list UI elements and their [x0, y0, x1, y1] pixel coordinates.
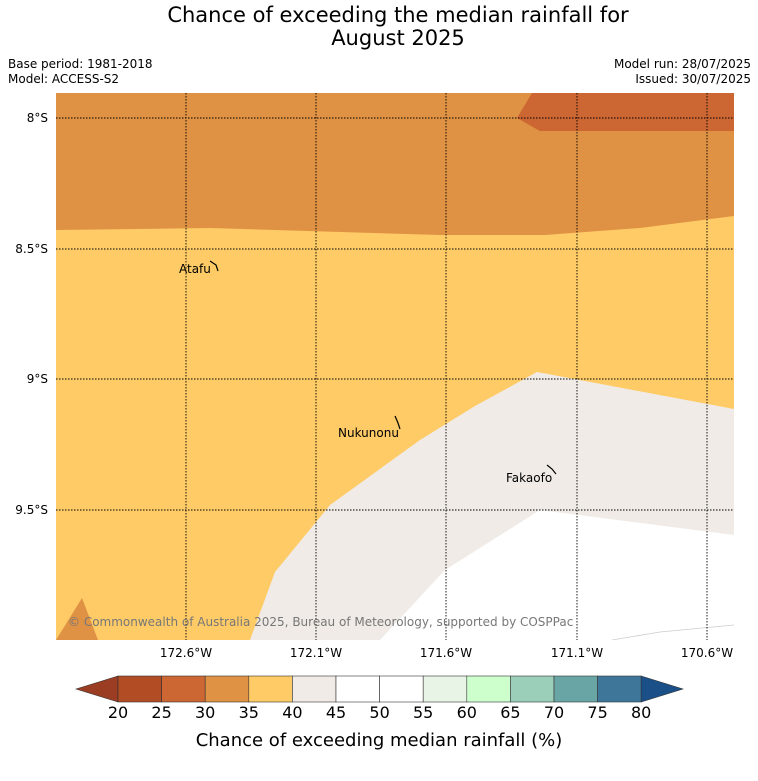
meta-right: Model run: 28/07/2025 Issued: 30/07/2025 [614, 57, 751, 87]
lon-label-170-6w: 170.6°W [680, 646, 734, 660]
region-25-30 [517, 93, 734, 131]
colorbar-tick-45: 45 [325, 703, 347, 722]
colorbar-bin-55-60 [422, 675, 468, 703]
place-label-fakaofo: Fakaofo [506, 471, 552, 485]
colorbar-bin-20-25 [117, 675, 162, 703]
colorbar-extend-low [74, 675, 119, 703]
lat-label-9s: 9°S [26, 372, 48, 386]
copyright-text: © Commonwealth of Australia 2025, Bureau… [68, 615, 573, 629]
colorbar-bin-65-70 [510, 675, 555, 703]
colorbar-label: Chance of exceeding median rainfall (%) [195, 730, 563, 751]
issued-date: Issued: 30/07/2025 [635, 72, 751, 86]
colorbar-tick-20: 20 [107, 703, 129, 722]
colorbar-tick-35: 35 [238, 703, 259, 722]
lat-label-8-5s: 8.5°S [15, 242, 48, 256]
model-run: Model run: 28/07/2025 [613, 57, 751, 71]
place-label-nukunonu: Nukunonu [338, 426, 399, 440]
lat-label-8s: 8°S [26, 111, 48, 125]
colorbar-tick-75: 75 [587, 703, 608, 722]
base-period: Base period: 1981-2018 [8, 57, 153, 71]
nukunonu-atoll [394, 415, 401, 430]
colorbar-tick-80: 80 [631, 703, 652, 722]
colorbar-tick-60: 60 [456, 703, 477, 722]
meta-left: Base period: 1981-2018 Model: ACCESS-S2 [8, 57, 153, 87]
atafu-atoll [209, 260, 219, 272]
colorbar-tick-50: 50 [369, 703, 390, 722]
colorbar-extend-high [640, 675, 685, 703]
region-30-35-corner [56, 598, 98, 640]
lon-label-172-6w: 172.6°W [159, 646, 213, 660]
colorbar-bin-50-55 [379, 675, 424, 703]
map-area: Atafu Nukunonu Fakaofo © Commonwealth of… [56, 93, 734, 640]
colorbar-tick-70: 70 [543, 703, 565, 722]
colorbar-bin-45-50 [335, 675, 380, 703]
lat-label-9-5s: 9.5°S [15, 503, 48, 517]
colorbar-tick-30: 30 [195, 703, 216, 722]
contour-line [611, 624, 734, 640]
colorbar-tick-65: 65 [500, 703, 521, 722]
place-label-atafu: Atafu [179, 262, 211, 276]
colorbar-bin-75-80 [597, 675, 642, 703]
colorbar-tick-55: 55 [413, 703, 434, 722]
colorbar-tick-25: 25 [151, 703, 172, 722]
title-line-2: August 2025 [331, 26, 465, 50]
fakaofo-atoll [546, 464, 557, 475]
colorbar-bin-40-45 [292, 675, 337, 703]
lon-label-171-1w: 171.1°W [550, 646, 604, 660]
model-name: Model: ACCESS-S2 [8, 72, 120, 86]
colorbar-bin-70-75 [553, 675, 598, 703]
gridlines [56, 93, 734, 640]
colorbar-bin-60-65 [466, 675, 511, 703]
lon-label-172-1w: 172.1°W [289, 646, 343, 660]
chart-title: Chance of exceeding the median rainfall … [0, 4, 758, 50]
lon-label-171-6w: 171.6°W [419, 646, 473, 660]
title-line-1: Chance of exceeding the median rainfall … [167, 3, 629, 27]
colorbar [74, 675, 685, 703]
region-45-55 [380, 510, 734, 640]
colorbar-tick-40: 40 [282, 703, 303, 722]
colorbar-bin-25-30 [161, 675, 206, 703]
colorbar-bin-30-35 [204, 675, 250, 703]
colorbar-bin-35-40 [248, 675, 293, 703]
